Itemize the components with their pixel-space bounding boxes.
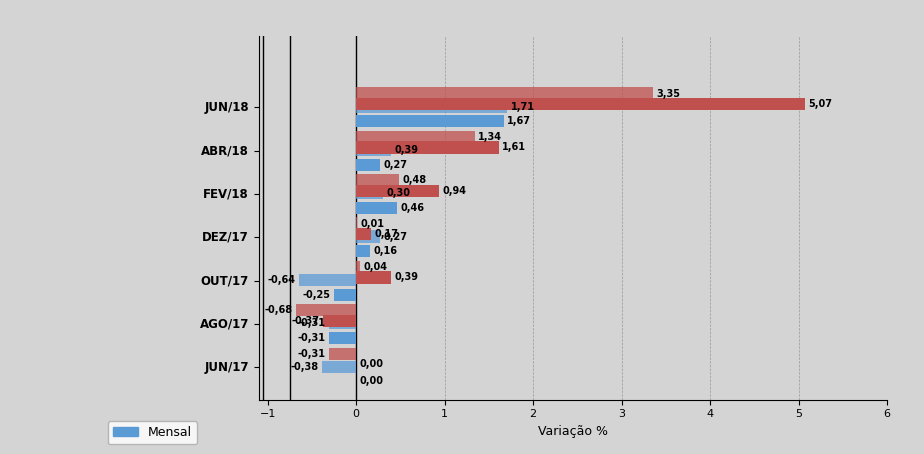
Text: -0,31: -0,31 <box>298 349 325 359</box>
Text: 0,39: 0,39 <box>395 272 419 282</box>
Bar <box>356 158 380 171</box>
Text: 0,39: 0,39 <box>395 145 419 155</box>
Text: 1,34: 1,34 <box>479 132 502 142</box>
Bar <box>356 187 383 199</box>
Bar <box>322 360 356 373</box>
Bar <box>329 317 356 329</box>
Bar <box>356 228 371 240</box>
Bar <box>356 88 652 99</box>
Bar <box>356 100 507 113</box>
Text: 0,94: 0,94 <box>443 186 467 196</box>
Bar <box>356 185 439 197</box>
Text: 1,61: 1,61 <box>502 143 526 153</box>
Bar <box>329 332 356 344</box>
Text: 0,16: 0,16 <box>374 246 397 257</box>
Legend: Mensal: Mensal <box>108 421 197 444</box>
Bar <box>356 141 499 153</box>
Bar <box>299 274 356 286</box>
Bar <box>356 98 805 110</box>
Text: -0,25: -0,25 <box>302 290 331 300</box>
Text: 0,00: 0,00 <box>359 359 383 369</box>
Text: 0,27: 0,27 <box>383 160 407 170</box>
Text: 0,27: 0,27 <box>383 232 407 242</box>
Text: 0,04: 0,04 <box>363 262 387 272</box>
Text: 0,00: 0,00 <box>359 376 383 386</box>
Text: -0,68: -0,68 <box>264 305 292 315</box>
Bar <box>356 231 380 242</box>
Bar <box>296 304 356 316</box>
Text: 3,35: 3,35 <box>656 89 680 99</box>
Text: 0,48: 0,48 <box>402 175 426 185</box>
Text: 0,01: 0,01 <box>360 218 384 228</box>
Text: 5,07: 5,07 <box>808 99 833 109</box>
Bar <box>356 271 391 284</box>
Text: 0,17: 0,17 <box>374 229 398 239</box>
Bar <box>356 174 398 186</box>
Bar <box>356 202 396 214</box>
Bar <box>356 144 391 156</box>
Text: -0,31: -0,31 <box>298 318 325 328</box>
Bar <box>334 289 356 301</box>
Bar <box>356 261 359 273</box>
Bar <box>329 347 356 360</box>
Text: 0,30: 0,30 <box>386 188 410 198</box>
Bar <box>323 315 356 327</box>
Text: -0,38: -0,38 <box>291 361 319 371</box>
Bar <box>356 245 371 257</box>
Text: 0,46: 0,46 <box>400 203 424 213</box>
X-axis label: Variação %: Variação % <box>538 425 608 438</box>
Text: 1,71: 1,71 <box>511 102 535 112</box>
Text: -0,37: -0,37 <box>292 316 320 326</box>
Text: -0,31: -0,31 <box>298 333 325 343</box>
Text: -0,64: -0,64 <box>268 275 296 285</box>
Text: 1,67: 1,67 <box>507 116 531 126</box>
Bar <box>356 131 475 143</box>
Bar <box>356 115 504 127</box>
